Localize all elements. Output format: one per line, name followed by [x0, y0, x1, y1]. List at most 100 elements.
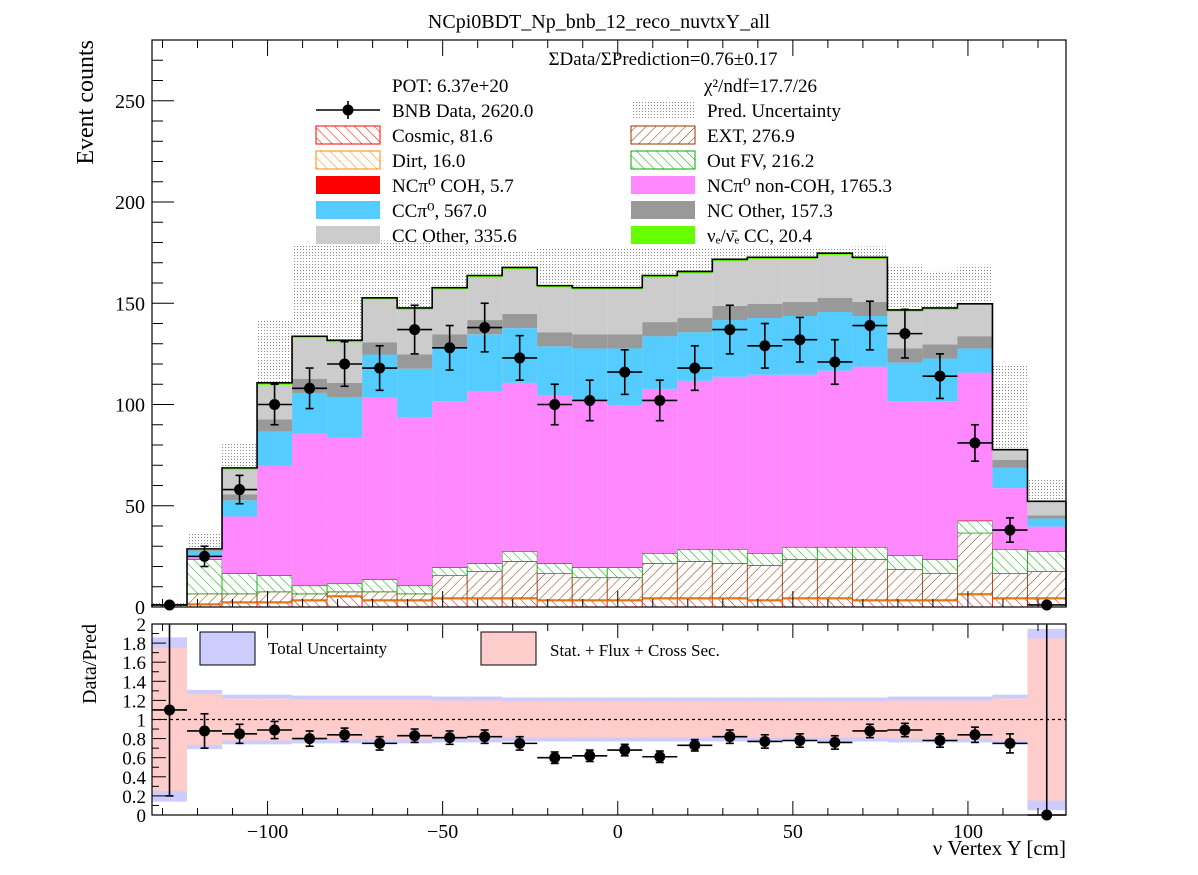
data-point	[1041, 599, 1053, 611]
stack-bar	[362, 299, 398, 343]
legend-entry: CC Other, 335.6	[316, 226, 517, 247]
y-tick-label: 250	[115, 91, 145, 113]
ratio-stat-unc-bin	[817, 701, 853, 738]
legend-label: NC Other, 157.3	[707, 201, 833, 222]
stack-bar	[432, 401, 468, 568]
stack-bar	[747, 257, 783, 260]
stack-bar	[781, 546, 818, 560]
x-axis-label: ν Vertex Y [cm]	[933, 836, 1066, 860]
stack-bar	[362, 397, 398, 580]
stack-bar	[572, 401, 608, 568]
ratio-y-tick-label: 0.2	[122, 787, 146, 808]
stack-bar	[396, 600, 433, 608]
ratio-legend-swatch	[480, 631, 537, 666]
ratio-stat-unc-bin	[572, 701, 608, 738]
stack-bar	[572, 289, 608, 335]
stack-bar	[572, 334, 608, 349]
data-point	[584, 394, 596, 406]
legend-swatch	[316, 226, 380, 244]
legend-swatch	[631, 201, 695, 219]
legend-entry: BNB Data, 2620.0	[316, 101, 533, 122]
x-tick-label: 50	[783, 821, 803, 843]
data-point	[479, 322, 491, 334]
stack-bar	[222, 516, 258, 574]
ratio-y-tick-label: 0.4	[122, 768, 146, 789]
ratio-point	[374, 737, 386, 749]
stack-bar	[256, 591, 293, 603]
stack-bar	[746, 565, 783, 601]
ratio-y-tick-label: 1.8	[122, 634, 146, 655]
data-point	[269, 399, 281, 410]
ratio-point	[934, 735, 946, 747]
ratio-point	[304, 733, 316, 745]
legend-label: NCπ⁰ non-COH, 1765.3	[707, 176, 892, 197]
legend-swatch	[631, 101, 695, 119]
stack-bar	[502, 269, 538, 314]
stack-bar	[851, 546, 888, 560]
legend-entry: Dirt, 16.0	[315, 150, 465, 172]
data-point	[374, 362, 386, 374]
stack-bar	[747, 303, 783, 319]
ratio-legend-entry: Stat. + Flux + Cross Sec.	[480, 631, 720, 666]
data-point	[444, 342, 456, 354]
stack-bar	[711, 548, 748, 564]
stack-bar	[816, 598, 853, 608]
legend-entry: CCπ⁰, 567.0	[316, 201, 487, 222]
stack-outline	[151, 252, 1067, 607]
stack-bar	[887, 569, 923, 601]
data-point	[759, 340, 771, 352]
stack-bar	[747, 374, 783, 553]
stack-bar	[852, 259, 888, 302]
legend-label: Dirt, 16.0	[392, 151, 465, 172]
stack-bar	[361, 579, 398, 593]
stack-bar	[782, 257, 818, 260]
ratio-point	[969, 729, 981, 741]
stack-bar	[887, 362, 923, 402]
ratio-point	[409, 730, 421, 742]
legend-swatch	[631, 226, 695, 244]
stack-bar	[432, 287, 468, 290]
stack-bar	[536, 600, 573, 608]
stack-bar	[222, 467, 258, 470]
legend-label: Pred. Uncertainty	[707, 101, 842, 122]
stack-bar	[957, 594, 993, 608]
data-point	[689, 362, 701, 374]
ratio-point	[794, 735, 806, 747]
stack-bar	[431, 567, 468, 577]
legend-entry: Cosmic, 81.6	[315, 125, 493, 147]
ratio-point	[1004, 737, 1016, 749]
data-point	[864, 320, 876, 332]
stack-bar	[327, 437, 363, 584]
ratio-point	[654, 751, 666, 763]
ratio-stat-unc-bin	[642, 701, 678, 738]
stack-bar	[362, 297, 398, 300]
stack-bar	[747, 259, 783, 304]
ratio-y-tick-label: 2	[137, 615, 147, 636]
legend-swatch	[630, 150, 696, 170]
stack-bar	[606, 577, 643, 601]
ratio-point	[339, 729, 351, 741]
stack-bar	[957, 520, 993, 534]
legend-swatch	[630, 125, 696, 145]
stack-bar	[992, 573, 1028, 599]
stack-bar	[711, 563, 748, 599]
stack-bar	[221, 593, 258, 603]
stack-bar	[536, 573, 573, 601]
stack-bar	[922, 307, 958, 310]
stack-bar	[641, 563, 678, 599]
ratio-point	[234, 728, 246, 740]
stack-bar	[677, 380, 713, 549]
stack-bar	[292, 433, 328, 586]
stack-bar	[852, 257, 888, 260]
stack-bar	[501, 550, 538, 562]
stack-bar	[186, 593, 223, 605]
ratio-y-axis-label: Data/Pred	[79, 624, 101, 704]
stack-bar	[887, 600, 923, 608]
legend-entry: Out FV, 216.2	[630, 150, 814, 172]
stack-bar	[712, 261, 748, 306]
stack-bar	[957, 348, 993, 373]
stack-bar	[817, 370, 853, 547]
x-tick-label: 0	[613, 821, 623, 843]
legend-swatch	[316, 201, 380, 219]
